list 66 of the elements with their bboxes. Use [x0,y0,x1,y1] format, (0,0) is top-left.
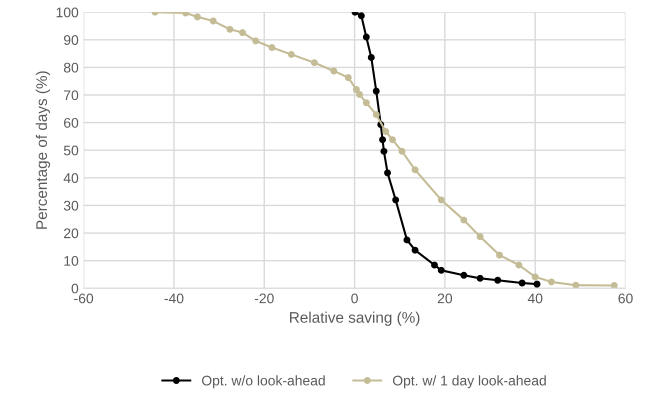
point [476,233,484,240]
y-tick-label: 100 [56,8,78,18]
point [194,13,201,20]
point [496,252,503,259]
point [380,148,388,155]
y-tick-label: 10 [64,256,78,266]
point [252,37,260,44]
point [494,276,502,284]
legend-label: Opt. w/o look-ahead [202,375,325,388]
point [438,196,445,204]
y-tick-label: 20 [64,228,78,238]
point [368,54,375,61]
y-tick-label: 60 [64,118,78,128]
point [403,236,410,244]
x-tick-label: 40 [528,293,542,304]
point [518,280,526,286]
y-tick-label: 30 [64,200,78,211]
point [384,169,392,176]
point [372,111,380,118]
x-tick-label: -40 [164,293,184,304]
point [268,44,276,51]
point [460,216,468,224]
point [610,282,618,288]
point [548,278,555,286]
y-tick-label: 80 [64,62,78,73]
point [438,266,445,274]
point [532,273,539,280]
point [239,29,246,36]
point [460,272,468,279]
point [392,196,400,204]
point [431,262,438,269]
point [572,282,580,288]
x-tick-label: 0 [351,293,358,304]
y-tick-label: 40 [64,173,78,183]
x-axis-title: Relative saving (%) [290,312,420,326]
y-axis-title: Percentage of days (%) [36,71,50,229]
y-tick-label: 0 [72,284,78,294]
point [515,262,522,269]
point [288,50,295,58]
x-tick-label: -20 [254,293,274,304]
point [372,88,380,95]
y-tick-label: 50 [64,146,78,156]
point [210,18,217,24]
point [412,166,419,174]
point [362,34,370,40]
point [330,68,338,74]
legend-label: Opt. w/ 1 day look-ahead [392,375,546,388]
point [310,59,318,66]
x-tick-label: 60 [618,293,633,304]
y-tick-label: 70 [64,90,78,100]
point [389,136,396,144]
x-tick-label: 20 [438,293,452,304]
point [379,136,386,144]
x-tick-label: -60 [74,293,94,304]
point [226,26,234,33]
point [358,12,365,20]
point [476,274,484,282]
point [352,86,360,93]
point [362,99,370,106]
point [412,246,419,254]
point [398,148,406,155]
point [356,90,364,98]
point [382,128,390,135]
point [344,74,352,82]
point [534,280,540,288]
y-tick-label: 90 [64,35,78,45]
